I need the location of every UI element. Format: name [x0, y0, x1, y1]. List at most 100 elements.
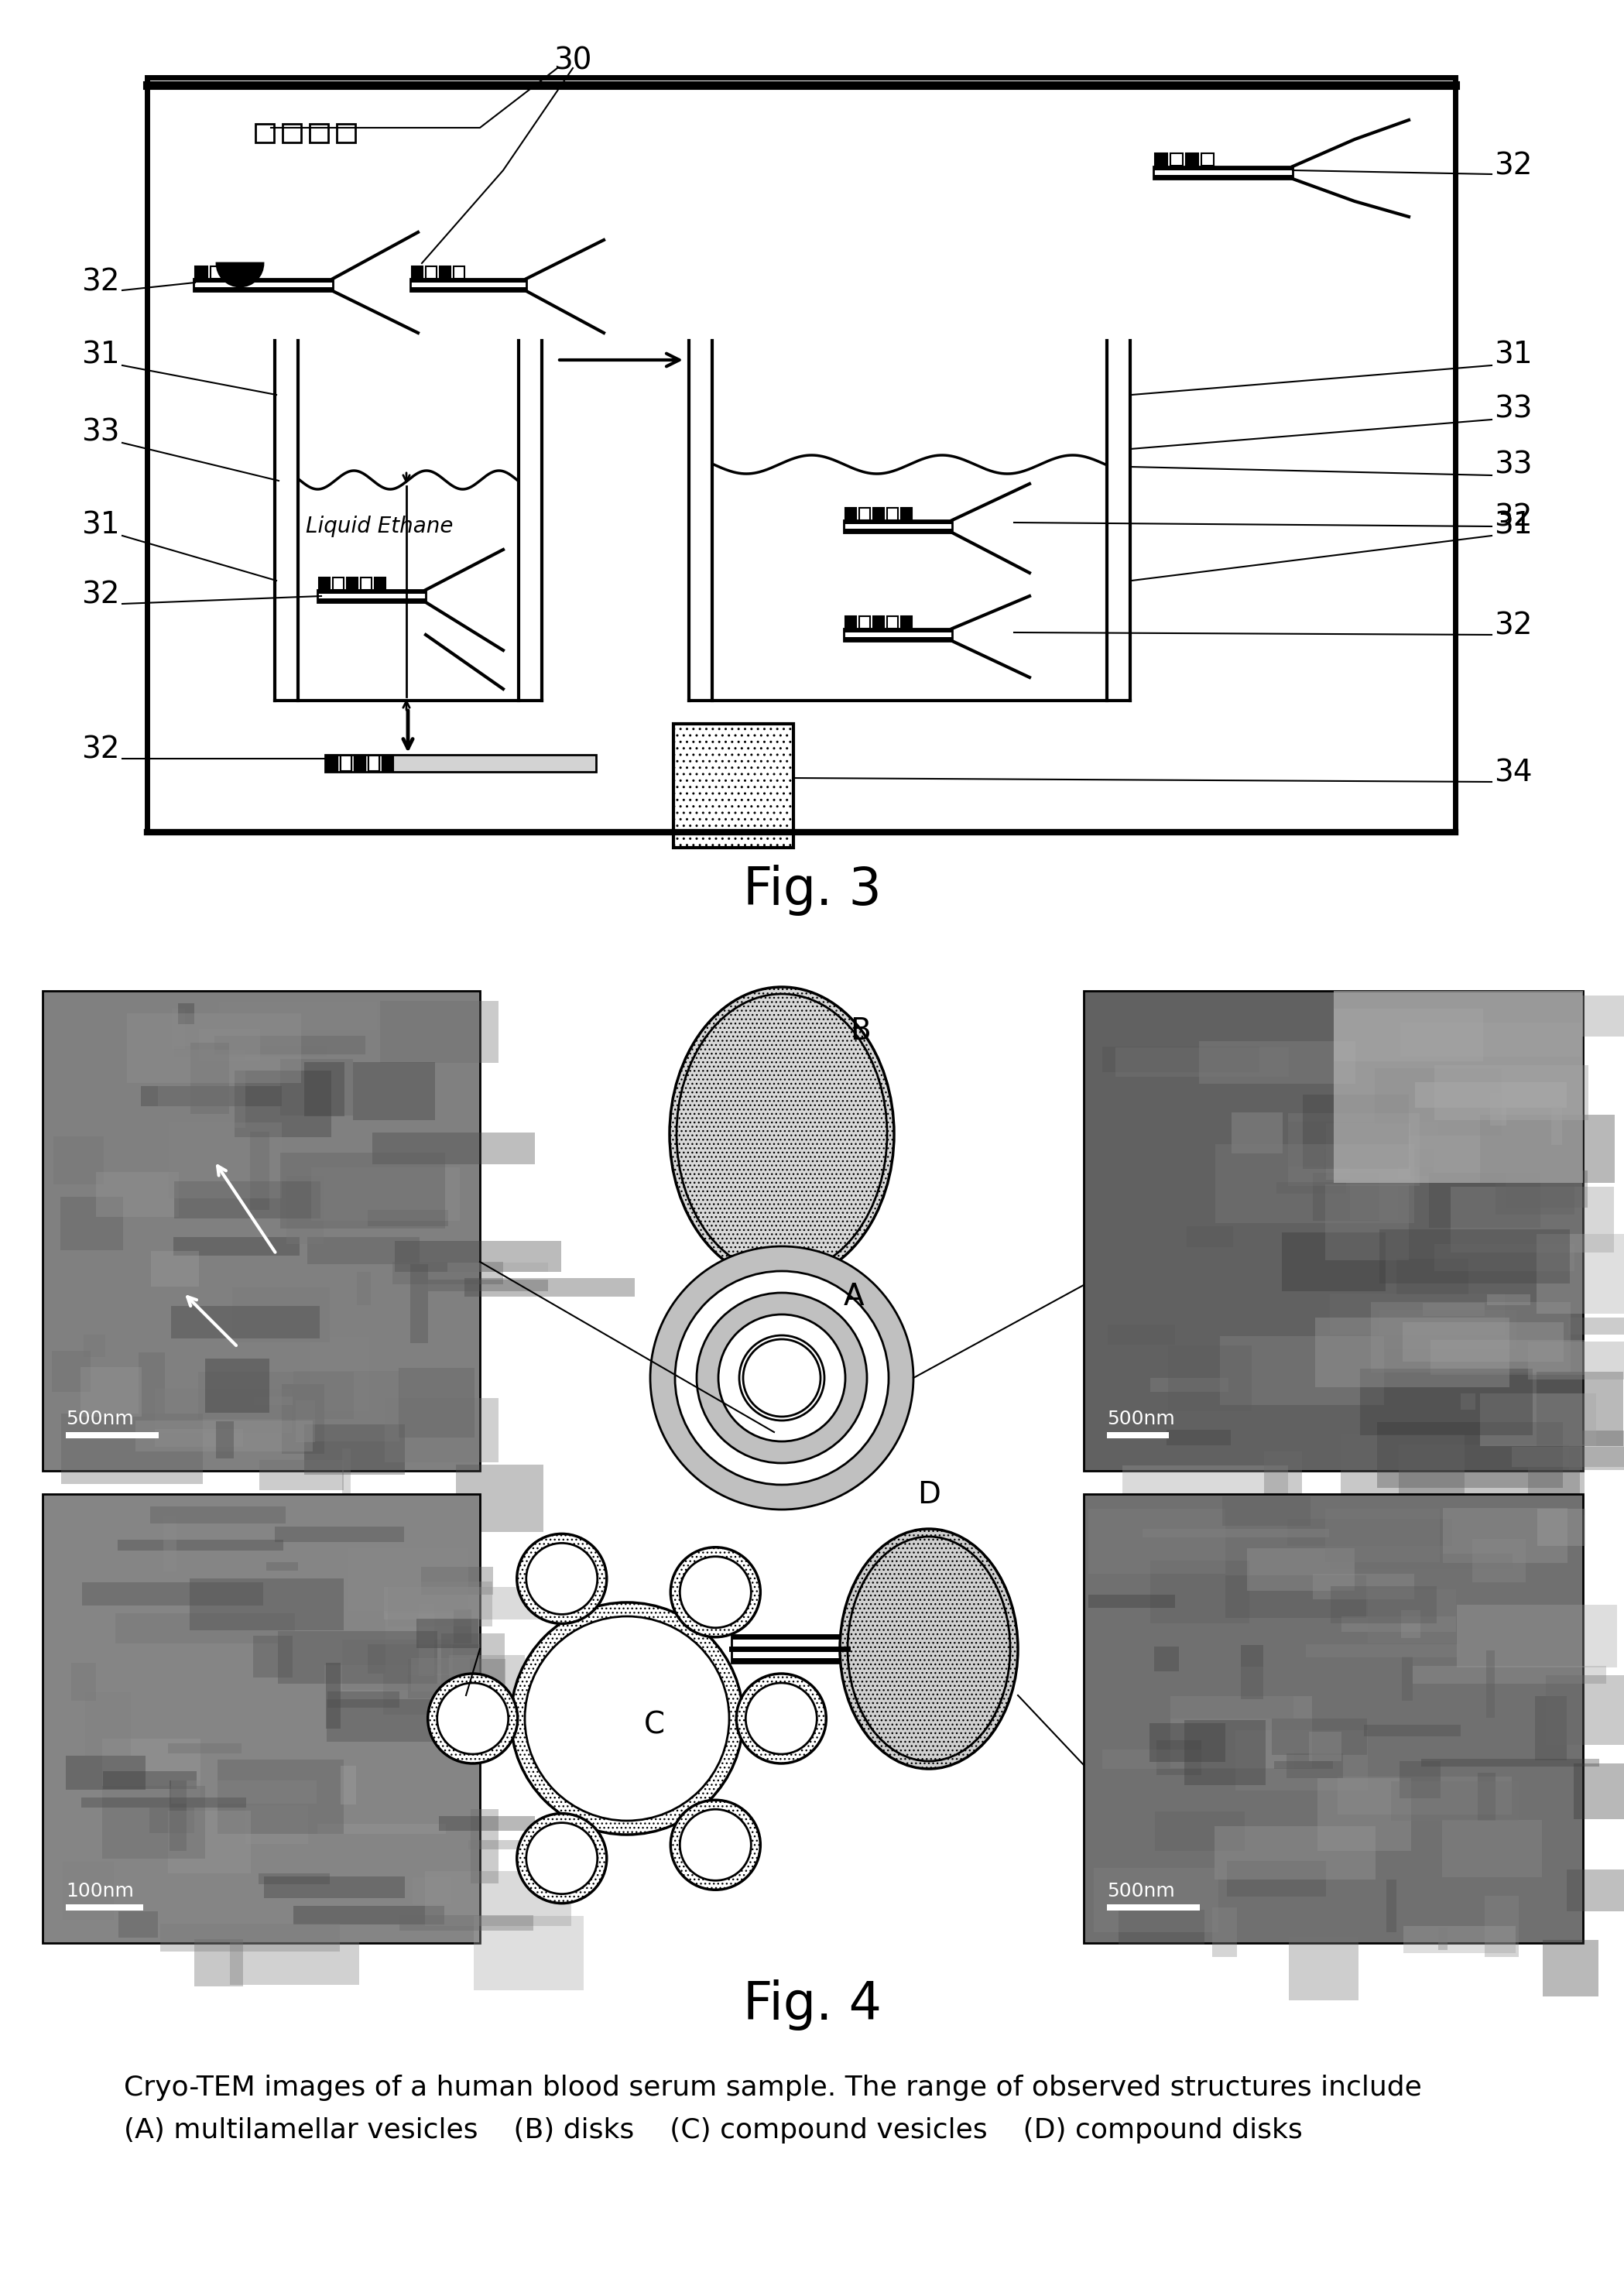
Bar [242, 267, 253, 278]
Text: Fig. 4: Fig. 4 [742, 1980, 882, 2031]
Bar [1122, 1465, 1288, 1527]
Bar [172, 1010, 185, 1048]
Text: B: B [849, 1016, 870, 1046]
Bar [354, 757, 365, 770]
Bar [81, 1367, 141, 1418]
Bar [310, 1338, 369, 1411]
Bar [1379, 1310, 1517, 1349]
Circle shape [680, 1810, 750, 1880]
Bar [1289, 1937, 1358, 2001]
Bar [1496, 1176, 1574, 1215]
Bar [844, 615, 856, 629]
Circle shape [718, 1315, 844, 1440]
Bar [411, 278, 526, 283]
Text: 32: 32 [81, 267, 120, 296]
Bar [361, 577, 372, 590]
Bar [367, 1210, 448, 1226]
Bar [411, 287, 526, 292]
Text: 31: 31 [81, 340, 120, 369]
Bar [1212, 1908, 1237, 1958]
Bar [258, 1873, 330, 1885]
Bar [1330, 1554, 1512, 1570]
Bar [263, 1876, 404, 1898]
Text: 32: 32 [1494, 611, 1533, 640]
Bar [731, 1634, 840, 1664]
Bar [325, 1666, 448, 1684]
Text: 32: 32 [1494, 150, 1533, 180]
Bar [1155, 1648, 1179, 1671]
Bar [1528, 1447, 1580, 1511]
Bar [440, 267, 450, 278]
Bar [304, 1424, 404, 1475]
Bar [266, 1561, 297, 1570]
Bar [1390, 1782, 1518, 1821]
Bar [1574, 1764, 1624, 1819]
Bar [127, 1014, 302, 1083]
Bar [369, 757, 380, 770]
Bar [1324, 1149, 1434, 1176]
Bar [1484, 1896, 1518, 1958]
Bar [1093, 1867, 1218, 1933]
Bar [1083, 1495, 1583, 1944]
Bar [96, 1171, 179, 1217]
Bar [1156, 1741, 1202, 1775]
Bar [453, 1609, 471, 1643]
Bar [1315, 1317, 1509, 1388]
Bar [1108, 1324, 1176, 1345]
Bar [231, 1942, 359, 1985]
Bar [65, 1755, 146, 1789]
Bar [84, 1335, 106, 1356]
Circle shape [671, 1547, 760, 1636]
Circle shape [525, 1616, 729, 1821]
Bar [1434, 1244, 1574, 1272]
Bar [456, 1465, 542, 1531]
Circle shape [516, 1534, 607, 1623]
Bar [411, 1659, 469, 1691]
Bar [1398, 1445, 1585, 1516]
Text: 500nm: 500nm [67, 1411, 133, 1429]
Bar [250, 1130, 270, 1210]
Bar [1317, 1778, 1411, 1851]
Bar [1202, 153, 1213, 166]
Bar [1341, 1433, 1465, 1497]
Bar [60, 1196, 123, 1251]
Bar [317, 590, 425, 595]
Bar [1231, 1112, 1283, 1153]
Bar [1431, 1340, 1585, 1374]
Bar [383, 1586, 541, 1620]
Bar [1566, 1869, 1624, 1912]
Bar [1333, 991, 1583, 1183]
Circle shape [676, 1272, 888, 1484]
Bar [169, 1780, 187, 1851]
Bar [193, 278, 333, 283]
Bar [1528, 1342, 1624, 1379]
Bar [214, 1035, 365, 1055]
Bar [844, 629, 952, 640]
Bar [1330, 1294, 1505, 1335]
Bar [453, 267, 464, 278]
Bar [1309, 1732, 1341, 1762]
Bar [71, 1661, 96, 1700]
Bar [1325, 1509, 1440, 1563]
Text: C: C [643, 1712, 664, 1741]
Bar [1288, 1518, 1452, 1545]
Bar [844, 638, 952, 640]
Bar [1155, 153, 1168, 166]
Bar [81, 1798, 247, 1807]
Bar [255, 1397, 292, 1404]
Bar [1479, 1114, 1614, 1183]
Bar [167, 1810, 250, 1873]
Circle shape [516, 1814, 607, 1903]
Bar [205, 1358, 270, 1413]
Bar [174, 1046, 326, 1057]
Bar [1247, 1547, 1354, 1591]
Bar [1350, 1142, 1398, 1219]
Text: 33: 33 [1494, 394, 1533, 424]
Bar [468, 1839, 534, 1848]
Bar [171, 1306, 320, 1338]
Bar [1538, 1509, 1585, 1545]
Bar [1171, 153, 1182, 166]
Bar [1536, 1372, 1622, 1445]
Bar [1434, 1064, 1588, 1121]
Bar [352, 1062, 435, 1119]
